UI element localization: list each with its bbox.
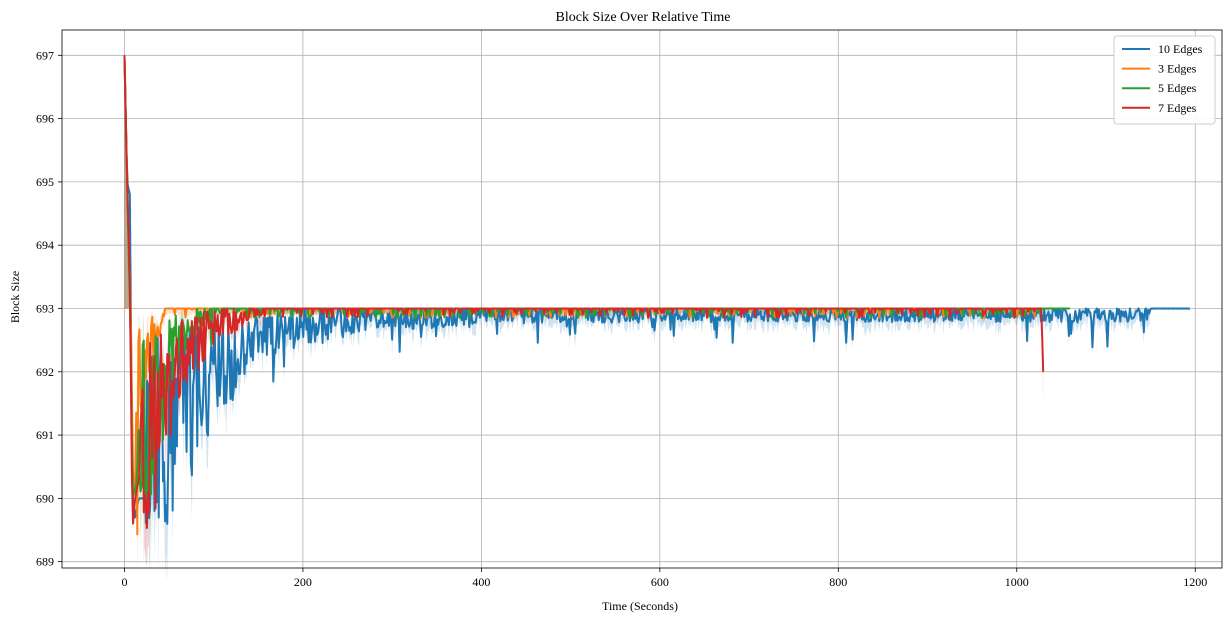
y-tick-label: 692 — [36, 365, 54, 379]
series-line — [123, 55, 1045, 529]
y-tick-label: 694 — [36, 238, 54, 252]
y-tick-label: 689 — [36, 555, 54, 569]
series-band — [124, 59, 1190, 582]
x-tick-label: 0 — [121, 575, 127, 589]
x-tick-label: 200 — [294, 575, 312, 589]
grid-lines — [62, 30, 1222, 568]
series-lines — [123, 55, 1190, 536]
y-tick-label: 690 — [36, 491, 54, 505]
legend-label: 10 Edges — [1158, 42, 1203, 56]
x-tick-label: 600 — [651, 575, 669, 589]
x-axis-label: Time (Seconds) — [602, 599, 678, 613]
plot-frame — [61, 29, 1223, 569]
x-tick-label: 1000 — [1005, 575, 1029, 589]
x-tick-label: 1200 — [1183, 575, 1207, 589]
legend-box — [1113, 35, 1216, 125]
y-tick-label: 693 — [36, 301, 54, 315]
y-tick-label: 696 — [36, 112, 54, 126]
legend-label: 7 Edges — [1158, 101, 1197, 115]
x-tick-label: 800 — [829, 575, 847, 589]
legend-label: 5 Edges — [1158, 81, 1197, 95]
legend: 10 Edges 3 Edges 5 Edges 7 Edges — [1113, 35, 1216, 125]
y-axis-label: Block Size — [8, 271, 22, 323]
y-tick-label: 697 — [36, 48, 54, 62]
x-axis: 0 200 400 600 800 1000 1200 — [121, 568, 1207, 589]
chart-title: Block Size Over Relative Time — [556, 10, 731, 25]
legend-label: 3 Edges — [1158, 62, 1197, 76]
x-tick-label: 400 — [472, 575, 490, 589]
y-tick-label: 691 — [36, 428, 54, 442]
y-axis: 689 690 691 692 693 694 695 696 697 — [36, 48, 62, 569]
y-tick-label: 695 — [36, 175, 54, 189]
